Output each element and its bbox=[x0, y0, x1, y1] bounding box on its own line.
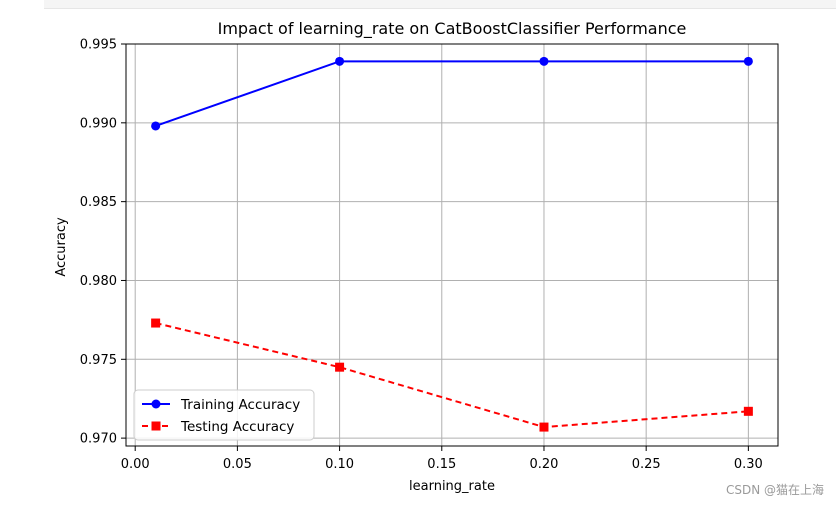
series-line-training bbox=[155, 60, 749, 127]
grid-lines bbox=[126, 43, 778, 446]
training-point bbox=[151, 121, 161, 131]
testing-point bbox=[335, 362, 345, 372]
y-tick-label: 0.980 bbox=[80, 274, 117, 289]
x-axis-label: learning_rate bbox=[409, 479, 495, 494]
y-axis-label: Accuracy bbox=[54, 217, 69, 277]
x-tick-label: 0.20 bbox=[529, 457, 558, 472]
x-tick-label: 0.30 bbox=[734, 457, 763, 472]
y-tick-label: 0.970 bbox=[80, 432, 117, 447]
legend: Training Accuracy Testing Accuracy bbox=[133, 389, 315, 441]
legend-label-testing: Testing Accuracy bbox=[180, 419, 294, 435]
x-tick-label: 0.00 bbox=[121, 457, 150, 472]
legend-marker-training bbox=[151, 399, 161, 409]
x-tick-label: 0.25 bbox=[632, 457, 661, 472]
testing-point bbox=[151, 318, 161, 328]
testing-point bbox=[743, 406, 753, 416]
x-tick-label: 0.15 bbox=[427, 457, 456, 472]
legend-label-training: Training Accuracy bbox=[180, 397, 300, 413]
training-point bbox=[539, 56, 549, 66]
y-tick-label: 0.975 bbox=[80, 353, 117, 368]
plot-frame bbox=[125, 43, 779, 447]
y-tick-label: 0.985 bbox=[80, 195, 117, 210]
axes: 0.00 0.05 0.10 0.15 0.20 0.25 0.30 0.970 0.975 0.… bbox=[80, 38, 779, 472]
x-tick-label: 0.10 bbox=[325, 457, 354, 472]
training-point bbox=[743, 56, 753, 66]
legend-marker-testing bbox=[151, 421, 161, 431]
y-tick-label: 0.990 bbox=[80, 116, 117, 131]
series-layer bbox=[151, 56, 753, 432]
watermark: CSDN @猫在上海 bbox=[725, 483, 824, 497]
training-point bbox=[335, 56, 345, 66]
testing-point bbox=[539, 422, 549, 432]
chart-title: Impact of learning_rate on CatBoostClass… bbox=[218, 19, 687, 39]
x-tick-label: 0.05 bbox=[223, 457, 252, 472]
top-toolbar-strip bbox=[44, 0, 836, 9]
legend-box bbox=[133, 389, 315, 441]
series-line-testing bbox=[155, 322, 749, 429]
y-tick-label: 0.995 bbox=[80, 38, 117, 53]
